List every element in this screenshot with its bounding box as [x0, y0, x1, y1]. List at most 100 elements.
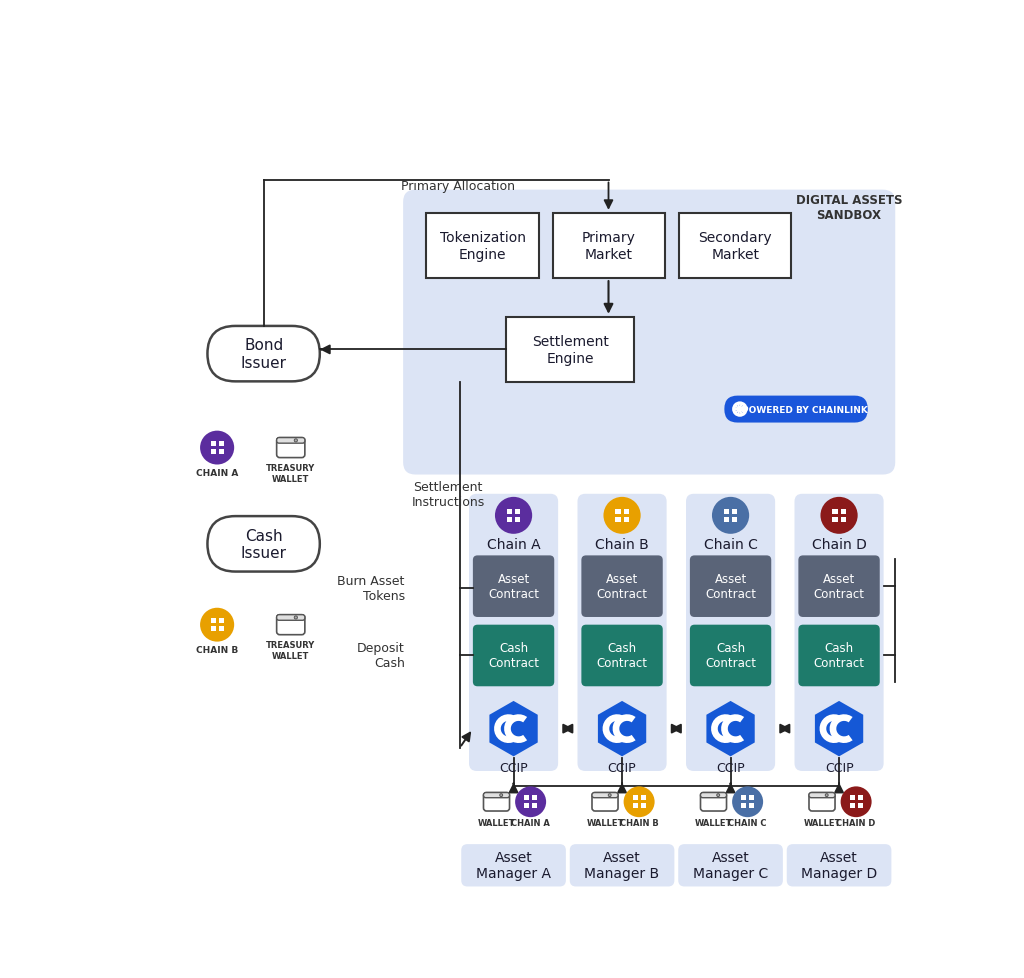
Circle shape	[294, 616, 297, 619]
Bar	[624, 517, 629, 522]
Polygon shape	[598, 701, 646, 757]
FancyBboxPatch shape	[678, 844, 783, 887]
Text: TREASURY
WALLET: TREASURY WALLET	[266, 464, 315, 483]
FancyBboxPatch shape	[700, 793, 727, 811]
Polygon shape	[495, 715, 517, 743]
Bar	[641, 804, 646, 809]
Text: POWERED BY CHAINLINK: POWERED BY CHAINLINK	[742, 405, 868, 414]
Text: Chain D: Chain D	[812, 537, 866, 552]
Bar	[741, 795, 746, 800]
Text: CCIP: CCIP	[716, 761, 744, 774]
FancyBboxPatch shape	[276, 615, 305, 635]
Text: Primary Allocation: Primary Allocation	[400, 180, 515, 193]
Text: Asset
Manager C: Asset Manager C	[693, 850, 768, 880]
Polygon shape	[711, 715, 734, 743]
Text: Cash
Contract: Cash Contract	[813, 642, 864, 670]
Bar	[426, 213, 539, 279]
Circle shape	[712, 498, 750, 534]
Bar	[624, 510, 629, 514]
Circle shape	[841, 786, 871, 818]
FancyBboxPatch shape	[582, 625, 663, 687]
FancyBboxPatch shape	[276, 438, 305, 444]
Text: Chain B: Chain B	[595, 537, 649, 552]
Circle shape	[500, 794, 503, 797]
Text: Tokenization
Engine: Tokenization Engine	[439, 231, 525, 261]
Bar	[524, 795, 529, 800]
FancyBboxPatch shape	[569, 844, 675, 887]
Bar	[841, 510, 846, 514]
Text: TREASURY
WALLET: TREASURY WALLET	[266, 641, 315, 660]
Text: CHAIN D: CHAIN D	[837, 819, 876, 827]
Text: WALLET: WALLET	[695, 819, 732, 827]
FancyBboxPatch shape	[799, 625, 880, 687]
Bar	[615, 517, 621, 522]
Text: Cash
Contract: Cash Contract	[488, 642, 539, 670]
Text: CCIP: CCIP	[824, 761, 853, 774]
Polygon shape	[819, 715, 843, 743]
Bar	[219, 442, 223, 447]
Polygon shape	[504, 715, 527, 743]
Text: DIGITAL ASSETS
SANDBOX: DIGITAL ASSETS SANDBOX	[796, 195, 902, 222]
Circle shape	[294, 439, 297, 442]
FancyBboxPatch shape	[403, 191, 895, 475]
FancyBboxPatch shape	[276, 615, 305, 621]
Text: Settlement
Engine: Settlement Engine	[531, 334, 608, 365]
FancyBboxPatch shape	[724, 396, 867, 423]
FancyBboxPatch shape	[276, 438, 305, 458]
FancyBboxPatch shape	[809, 793, 835, 798]
Circle shape	[200, 608, 234, 642]
FancyBboxPatch shape	[809, 793, 835, 811]
Circle shape	[825, 794, 828, 797]
FancyBboxPatch shape	[690, 556, 771, 617]
FancyBboxPatch shape	[700, 793, 727, 798]
FancyBboxPatch shape	[208, 516, 319, 572]
FancyBboxPatch shape	[686, 494, 775, 772]
Bar	[506, 317, 634, 382]
Text: CHAIN B: CHAIN B	[196, 645, 239, 654]
Bar	[841, 517, 846, 522]
Text: Deposit
Cash: Deposit Cash	[357, 642, 404, 670]
Bar	[750, 804, 755, 809]
Text: CCIP: CCIP	[500, 761, 528, 774]
Text: Chain A: Chain A	[486, 537, 541, 552]
Text: Asset
Contract: Asset Contract	[488, 572, 539, 600]
Circle shape	[624, 786, 654, 818]
Bar	[724, 510, 729, 514]
Bar	[553, 213, 665, 279]
Bar	[833, 510, 838, 514]
Bar	[211, 627, 216, 632]
Bar	[515, 517, 520, 522]
Bar	[219, 450, 223, 455]
Bar	[515, 510, 520, 514]
FancyBboxPatch shape	[483, 793, 510, 798]
Bar	[724, 517, 729, 522]
Text: Asset
Contract: Asset Contract	[706, 572, 756, 600]
Bar	[615, 510, 621, 514]
Bar	[858, 804, 862, 809]
FancyBboxPatch shape	[786, 844, 891, 887]
FancyBboxPatch shape	[483, 793, 510, 811]
Bar	[211, 442, 216, 447]
Circle shape	[515, 786, 546, 818]
FancyBboxPatch shape	[592, 793, 618, 811]
FancyBboxPatch shape	[582, 556, 663, 617]
Bar	[850, 795, 855, 800]
Bar	[633, 804, 638, 809]
Text: CHAIN C: CHAIN C	[728, 819, 767, 827]
Bar	[532, 804, 538, 809]
Text: Settlement
Instructions: Settlement Instructions	[412, 480, 485, 509]
Text: WALLET: WALLET	[478, 819, 515, 827]
Circle shape	[820, 498, 858, 534]
Text: Cash
Contract: Cash Contract	[597, 642, 647, 670]
Text: CCIP: CCIP	[608, 761, 636, 774]
Bar	[507, 510, 512, 514]
Text: Asset
Manager B: Asset Manager B	[585, 850, 659, 880]
Bar	[532, 795, 538, 800]
Text: Asset
Contract: Asset Contract	[813, 572, 864, 600]
FancyBboxPatch shape	[795, 494, 884, 772]
Bar	[732, 510, 737, 514]
Circle shape	[735, 406, 744, 414]
Bar	[219, 627, 223, 632]
Text: Secondary
Market: Secondary Market	[698, 231, 772, 261]
Text: Bond
Issuer: Bond Issuer	[241, 338, 287, 371]
